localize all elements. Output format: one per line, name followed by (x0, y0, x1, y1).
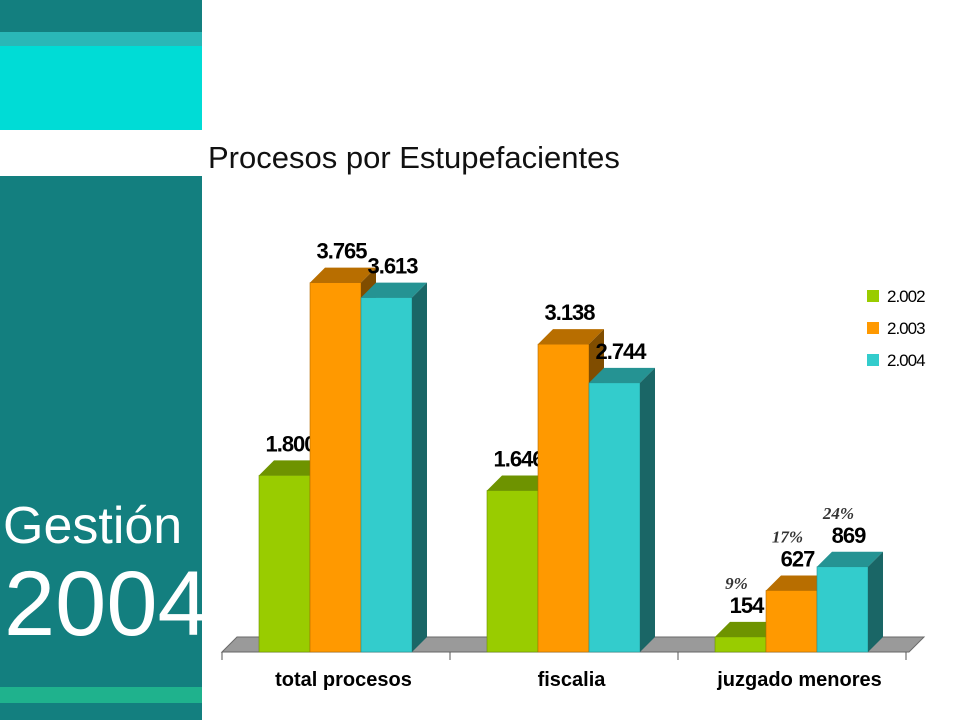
legend-swatch (867, 290, 879, 302)
bar-2.002-0 (258, 475, 311, 653)
bar-2.002-1 (486, 490, 539, 653)
sidebar-year: 2004 (4, 553, 202, 655)
bar-side-2.004-1 (640, 367, 655, 652)
percent-annotation: 17% (772, 527, 803, 546)
bar-2.003-0 (309, 282, 362, 653)
legend-label: 2.004 (887, 351, 925, 370)
sidebar-band-bright (0, 46, 202, 130)
bar-top-2.004-1 (589, 367, 655, 383)
data-label: 3.765 (316, 239, 367, 264)
percent-annotation: 24% (822, 504, 854, 523)
legend-label: 2.003 (887, 319, 925, 338)
bar-2.004-1 (588, 382, 641, 653)
data-label: 3.613 (367, 254, 418, 279)
bar-side-2.004-0 (412, 282, 427, 652)
data-label: 154 (730, 593, 765, 618)
data-label: 2.744 (595, 339, 647, 364)
percent-annotation: 9% (725, 574, 748, 593)
legend-swatch (867, 322, 879, 334)
sidebar-band-white (0, 130, 202, 176)
bar-top-2.003-0 (310, 267, 376, 283)
bar-side-2.004-2 (868, 551, 883, 652)
bar-2.004-0 (360, 297, 413, 653)
sidebar-title-word: Gestión (3, 497, 183, 555)
data-label: 1.800 (265, 431, 316, 456)
bar-top-2.004-0 (361, 282, 427, 298)
data-label: 627 (781, 546, 815, 571)
bar-top-2.002-2 (715, 621, 781, 637)
page-title: Procesos por Estupefacientes (208, 140, 620, 175)
bar-2.004-2 (816, 566, 869, 653)
legend-swatch (867, 354, 879, 366)
bar-top-2.002-1 (487, 475, 553, 491)
sidebar-decoration: Gestión 2004 (0, 0, 202, 720)
bar-2.003-1 (537, 343, 590, 653)
x-tick-label: juzgado menores (716, 669, 881, 691)
legend-label: 2.002 (887, 287, 925, 306)
x-tick-label: total procesos (275, 669, 412, 691)
bar-2.002-2 (714, 636, 767, 653)
sidebar-band-cyan (0, 32, 202, 46)
data-label: 869 (832, 523, 866, 548)
sidebar-band-green (0, 687, 202, 703)
bar-top-2.003-2 (766, 575, 832, 591)
bar-top-2.004-2 (817, 551, 883, 567)
bar-top-2.003-1 (538, 329, 604, 345)
data-label: 1.646 (493, 447, 544, 472)
x-tick-label: fiscalia (538, 669, 607, 691)
data-label: 3.138 (544, 300, 595, 325)
bar-2.003-2 (765, 590, 818, 653)
bar-top-2.002-0 (259, 460, 325, 476)
